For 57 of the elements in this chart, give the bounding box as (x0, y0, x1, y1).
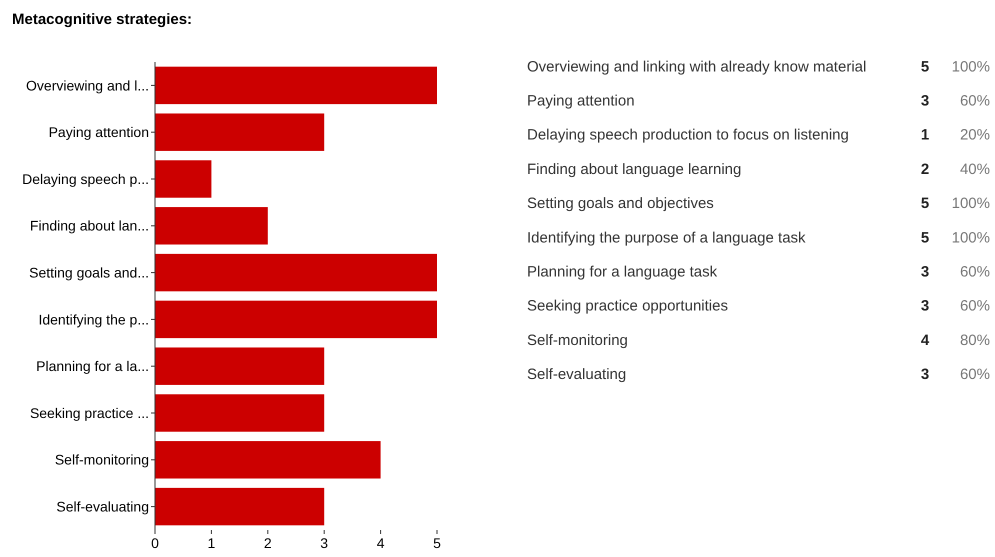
data-label: 60% (960, 92, 990, 110)
bar (155, 66, 437, 104)
bar (155, 300, 437, 338)
category-label: Self-monitoring (527, 332, 628, 349)
data-label: 3 (920, 263, 930, 280)
category-label: Self-evaluating (527, 366, 626, 384)
data-label: 3 (920, 366, 930, 384)
y-tick-label: Finding about lan... (30, 218, 149, 234)
data-label: 40% (960, 160, 990, 178)
category-label: Planning for a language task (527, 263, 718, 280)
bar (155, 394, 324, 432)
bar (155, 254, 437, 292)
data-label: 100% (952, 195, 990, 212)
category-label: Delaying speech production to focus on listening (527, 126, 849, 144)
chart-title: Metacognitive strategies: (12, 11, 192, 28)
data-label: 2 (920, 160, 930, 178)
category-label: Finding about language learning (527, 160, 742, 178)
y-tick-label: Paying attention (48, 124, 149, 140)
data-label: 60% (960, 263, 990, 280)
y-tick-label: Overviewing and l... (26, 77, 149, 94)
data-label: 1 (920, 126, 930, 144)
x-tick-label: 3 (320, 535, 328, 551)
category-label: Overviewing and linking with already know material (527, 58, 866, 76)
category-label: Seeking practice opportunities (527, 298, 728, 315)
y-tick-label: Self-monitoring (54, 452, 149, 468)
data-label: 5 (920, 58, 930, 76)
data-label: 20% (960, 126, 990, 144)
bar (155, 488, 324, 526)
y-tick-label: Planning for a la... (36, 358, 149, 374)
data-label: 80% (960, 332, 990, 349)
data-label: 100% (952, 58, 990, 76)
data-label: 3 (920, 92, 930, 110)
data-label: 60% (960, 366, 990, 384)
x-tick-label: 5 (433, 535, 442, 551)
data-label: 4 (920, 332, 930, 349)
y-tick-label: Setting goals and... (29, 264, 149, 280)
bar (155, 113, 324, 151)
data-label: 5 (920, 229, 930, 246)
bar (155, 347, 324, 385)
data-label: 5 (920, 195, 930, 212)
x-tick-label: 2 (264, 535, 272, 551)
data-label: 100% (952, 229, 990, 246)
x-tick-label: 1 (208, 535, 216, 551)
y-tick-label: Identifying the p... (38, 311, 149, 328)
bar (155, 441, 381, 479)
y-tick-label: Self-evaluating (56, 498, 149, 514)
bar (155, 160, 212, 198)
bar (155, 207, 268, 245)
category-label: Setting goals and objectives (527, 195, 714, 212)
category-label: Identifying the purpose of a language task (527, 229, 806, 246)
x-tick-label: 4 (376, 535, 385, 551)
data-label: 60% (960, 298, 990, 315)
x-tick-label: 0 (151, 535, 160, 551)
y-tick-label: Delaying speech p... (22, 170, 149, 187)
y-tick-label: Seeking practice ... (30, 404, 149, 421)
category-label: Paying attention (527, 92, 635, 110)
data-label: 3 (920, 298, 930, 315)
